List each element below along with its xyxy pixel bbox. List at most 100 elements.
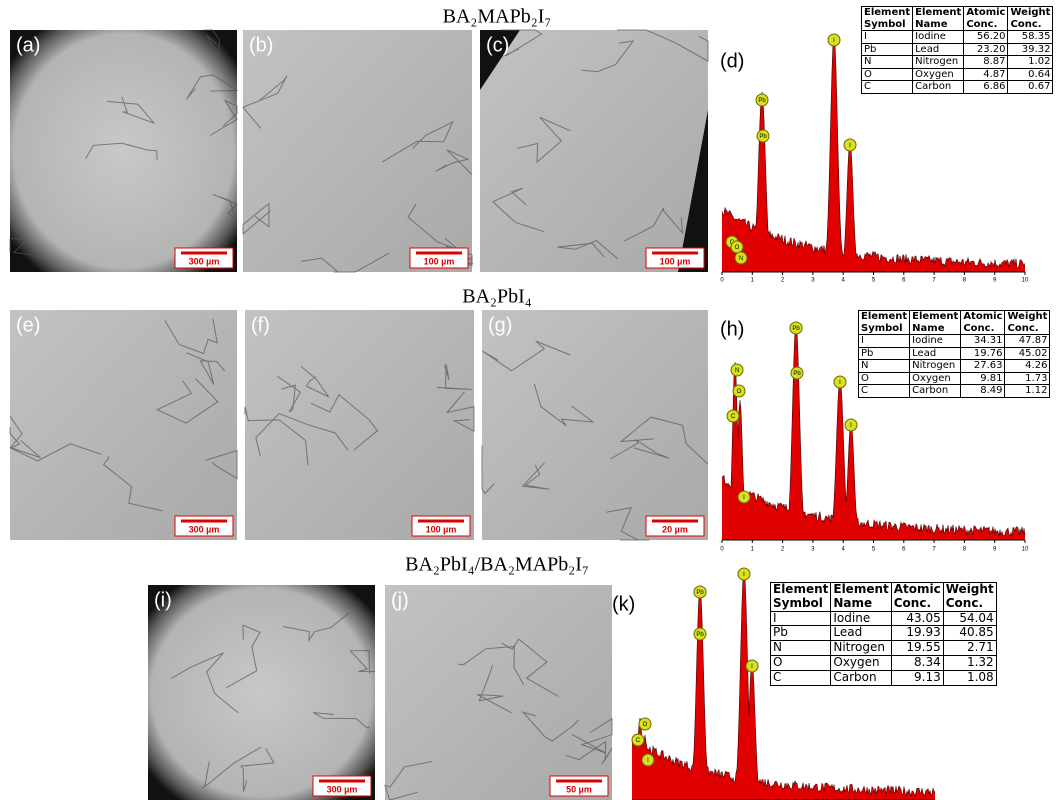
table-cell: Element xyxy=(862,7,913,19)
table-row: NNitrogen27.634.26 xyxy=(859,360,1050,373)
table-cell: Conc. xyxy=(891,597,943,611)
sem-image: (b)100 µm xyxy=(243,30,472,272)
table-cell: 0.64 xyxy=(1008,68,1053,81)
table-cell: 19.93 xyxy=(891,626,943,641)
table-cell: I xyxy=(859,335,910,348)
peak-label: N xyxy=(735,368,739,374)
image-background xyxy=(245,310,474,540)
peak-label: Pb xyxy=(759,134,767,140)
spectrum-tick-label: 10 xyxy=(1022,547,1029,553)
table-cell: Conc. xyxy=(1008,19,1053,31)
spectrum-tick-label: 6 xyxy=(902,278,906,284)
spectrum-tick-label: 8 xyxy=(963,278,967,284)
panel-label: (d) xyxy=(720,50,744,72)
table-cell: O xyxy=(862,68,913,81)
table-cell: Pb xyxy=(859,347,910,360)
spectrum-tick-label: 6 xyxy=(902,547,906,553)
table-cell: C xyxy=(862,81,913,94)
scale-bar-label: 100 µm xyxy=(426,524,457,534)
table-row: IIodine56.2058.35 xyxy=(862,31,1053,44)
table-cell: Lead xyxy=(831,626,891,641)
table-cell: 40.85 xyxy=(943,626,996,641)
image-background xyxy=(148,585,375,800)
peak-label: O xyxy=(643,722,648,728)
image-background xyxy=(482,310,708,540)
spectrum-tick-label: 7 xyxy=(932,278,936,284)
table-cell: 56.20 xyxy=(964,31,1008,44)
table-cell: Iodine xyxy=(831,611,891,626)
peak-label: O xyxy=(737,389,742,395)
table-cell: 9.13 xyxy=(891,670,943,685)
table-cell: Atomic xyxy=(961,311,1005,323)
table-cell: C xyxy=(771,670,831,685)
table-cell: Carbon xyxy=(910,385,961,398)
table-cell: 1.73 xyxy=(1005,372,1050,385)
panel-label: (k) xyxy=(612,593,635,615)
table-row: SymbolNameConc.Conc. xyxy=(771,597,997,611)
table-cell: Symbol xyxy=(771,597,831,611)
table-cell: Pb xyxy=(771,626,831,641)
table-cell: Oxygen xyxy=(831,655,891,670)
peak-label: Pb xyxy=(792,326,800,332)
table-cell: Weight xyxy=(1005,311,1050,323)
table-cell: 1.32 xyxy=(943,655,996,670)
table-cell: 8.34 xyxy=(891,655,943,670)
spectrum-tick-label: 2 xyxy=(781,278,785,284)
spectrum-tick-label: 9 xyxy=(993,547,997,553)
panel-label: (c) xyxy=(486,34,509,56)
table-row: IIodine43.0554.04 xyxy=(771,611,997,626)
table-cell: Lead xyxy=(913,43,964,56)
table-cell: Atomic xyxy=(891,583,943,597)
table-cell: Element xyxy=(913,7,964,19)
section-title: BA₂PbI₄/BA₂MAPb₂I₇ xyxy=(405,554,589,576)
table-cell: 58.35 xyxy=(1008,31,1053,44)
table-row: ElementElementAtomicWeight xyxy=(862,7,1053,19)
table-cell: N xyxy=(771,641,831,656)
spectrum-tick-label: 0 xyxy=(720,278,724,284)
sem-image: (i) 300 µm xyxy=(148,585,375,800)
table-cell: 43.05 xyxy=(891,611,943,626)
scale-bar-label: 300 µm xyxy=(327,784,358,794)
table-cell: Conc. xyxy=(961,323,1005,335)
table-cell: 1.12 xyxy=(1005,385,1050,398)
table-cell: 1.02 xyxy=(1008,56,1053,69)
panel-label: (f) xyxy=(251,314,270,336)
table-cell: Conc. xyxy=(943,597,996,611)
spectrum-tick-label: 9 xyxy=(993,278,997,284)
table-cell: Name xyxy=(831,597,891,611)
table-row: SymbolNameConc.Conc. xyxy=(859,323,1050,335)
table-cell: O xyxy=(859,372,910,385)
peak-label: Pb xyxy=(696,590,704,596)
table-cell: 1.08 xyxy=(943,670,996,685)
section-title: BA₂MAPb₂I₇ xyxy=(443,6,552,28)
table-cell: 8.87 xyxy=(964,56,1008,69)
image-background xyxy=(385,585,612,800)
table-cell: 4.87 xyxy=(964,68,1008,81)
spectrum-tick-label: 0 xyxy=(720,547,724,553)
table-cell: 2.71 xyxy=(943,641,996,656)
panel-label: (b) xyxy=(249,34,273,56)
table-cell: Lead xyxy=(910,347,961,360)
scale-bar-label: 50 µm xyxy=(566,784,592,794)
peak-label: O xyxy=(735,245,740,251)
table-cell: Iodine xyxy=(910,335,961,348)
panel-label: (i) xyxy=(154,589,172,611)
composition-table: ElementElementAtomicWeightSymbolNameConc… xyxy=(770,582,997,686)
table-cell: 8.49 xyxy=(961,385,1005,398)
table-row: ElementElementAtomicWeight xyxy=(771,583,997,597)
table-cell: N xyxy=(862,56,913,69)
panel-label: (e) xyxy=(16,314,40,336)
spectrum-tick-label: 4 xyxy=(842,547,846,553)
image-background xyxy=(10,310,237,540)
table-row: ElementElementAtomicWeight xyxy=(859,311,1050,323)
sem-image: (j)50 µm xyxy=(385,585,612,800)
table-cell: N xyxy=(859,360,910,373)
peak-label: C xyxy=(636,738,641,744)
table-row: NNitrogen8.871.02 xyxy=(862,56,1053,69)
panel-label: (h) xyxy=(720,318,744,340)
table-cell: Nitrogen xyxy=(910,360,961,373)
